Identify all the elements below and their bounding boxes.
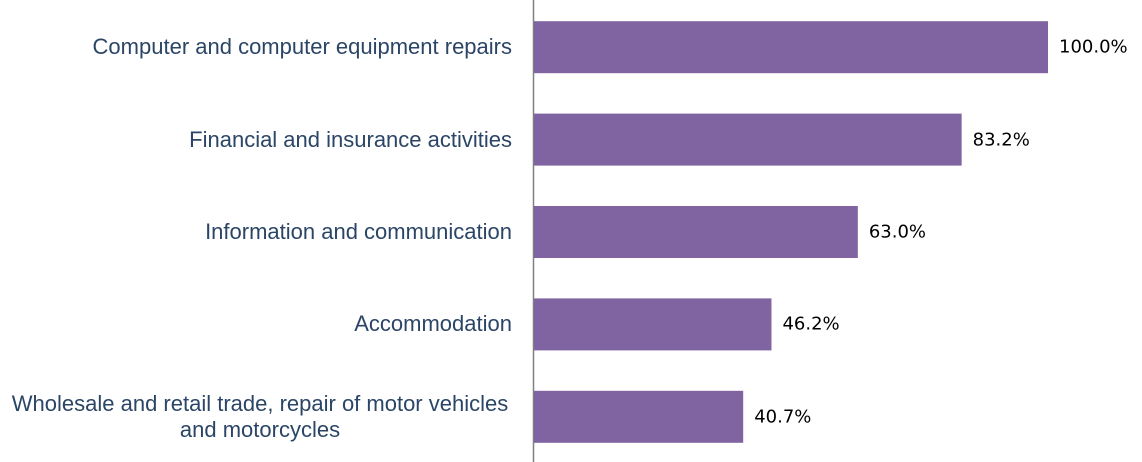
category-label: Wholesale and retail trade, repair of mo…: [11, 390, 509, 442]
value-label: 100.0%: [1059, 36, 1128, 58]
bar: [534, 113, 962, 166]
value-label: 46.2%: [782, 313, 840, 335]
value-label: 63.0%: [868, 221, 926, 243]
value-label: 83.2%: [972, 129, 1030, 151]
bar: [534, 21, 1048, 74]
bar: [534, 206, 858, 258]
category-label: Accommodation: [354, 311, 512, 337]
category-label: Financial and insurance activities: [189, 126, 512, 152]
category-label: Information and communication: [205, 219, 512, 244]
value-label: 40.7%: [754, 406, 812, 428]
category-label: Computer and computer equipment repairs: [92, 34, 512, 60]
bar: [534, 298, 772, 351]
bar: [534, 390, 744, 443]
